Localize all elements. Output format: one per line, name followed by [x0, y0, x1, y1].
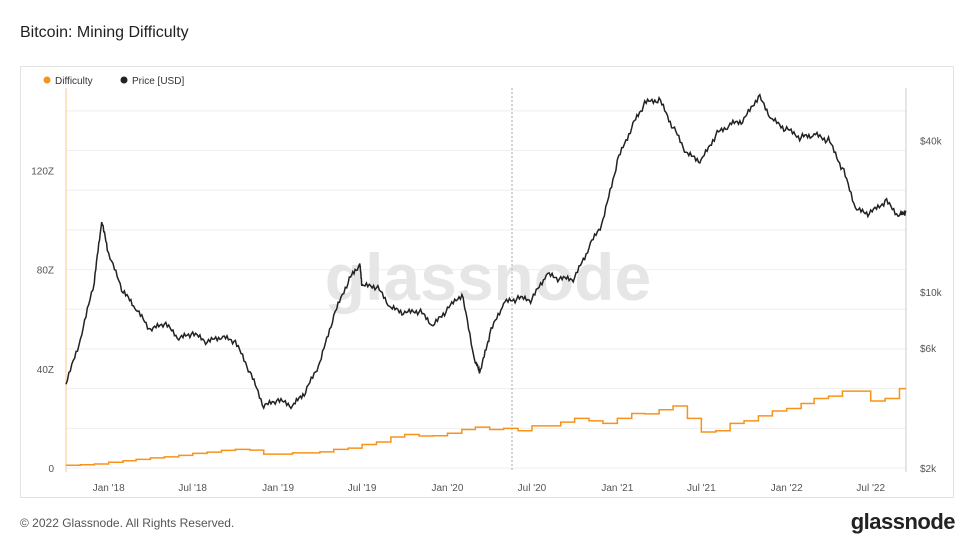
- x-tick-label: Jul '20: [518, 483, 547, 494]
- right-tick-label: $6k: [920, 344, 937, 355]
- left-tick-label: 40Z: [37, 365, 54, 376]
- legend-price-marker[interactable]: [120, 76, 128, 84]
- legend-price-label[interactable]: Price [USD]: [132, 76, 184, 87]
- left-tick-label: 0: [48, 464, 54, 475]
- left-axis: 0 40Z 80Z 120Z: [31, 166, 54, 475]
- x-tick-label: Jan '20: [432, 483, 464, 494]
- x-tick-label: Jul '18: [178, 483, 207, 494]
- brand-logo: glassnode: [850, 509, 956, 534]
- x-tick-label: Jan '19: [262, 483, 294, 494]
- copyright-text: © 2022 Glassnode. All Rights Reserved.: [20, 516, 235, 530]
- right-axis: $2k $6k $10k $40k: [920, 136, 943, 475]
- chart-frame: [20, 66, 954, 498]
- x-tick-label: Jan '18: [93, 483, 125, 494]
- x-tick-label: Jul '19: [348, 483, 377, 494]
- left-tick-label: 80Z: [37, 266, 54, 277]
- x-tick-label: Jul '21: [687, 483, 716, 494]
- page-title: Bitcoin: Mining Difficulty: [20, 24, 189, 41]
- watermark-text: glassnode: [325, 240, 651, 314]
- legend-difficulty-label[interactable]: Difficulty: [55, 76, 93, 87]
- difficulty-series-line: [66, 387, 906, 467]
- legend: Difficulty Price [USD]: [43, 76, 184, 87]
- legend-difficulty-marker[interactable]: [43, 76, 51, 84]
- right-tick-label: $40k: [920, 136, 943, 147]
- x-tick-label: Jan '21: [601, 483, 633, 494]
- right-tick-label: $2k: [920, 464, 937, 475]
- right-tick-label: $10k: [920, 288, 943, 299]
- x-tick-label: Jan '22: [771, 483, 803, 494]
- grid-lines: [66, 110, 906, 469]
- left-tick-label: 120Z: [31, 166, 54, 177]
- x-axis: Jan '18 Jul '18 Jan '19 Jul '19 Jan '20 Jul '…: [93, 483, 886, 494]
- price-series-line: [65, 93, 907, 411]
- x-tick-label: Jul '22: [856, 483, 885, 494]
